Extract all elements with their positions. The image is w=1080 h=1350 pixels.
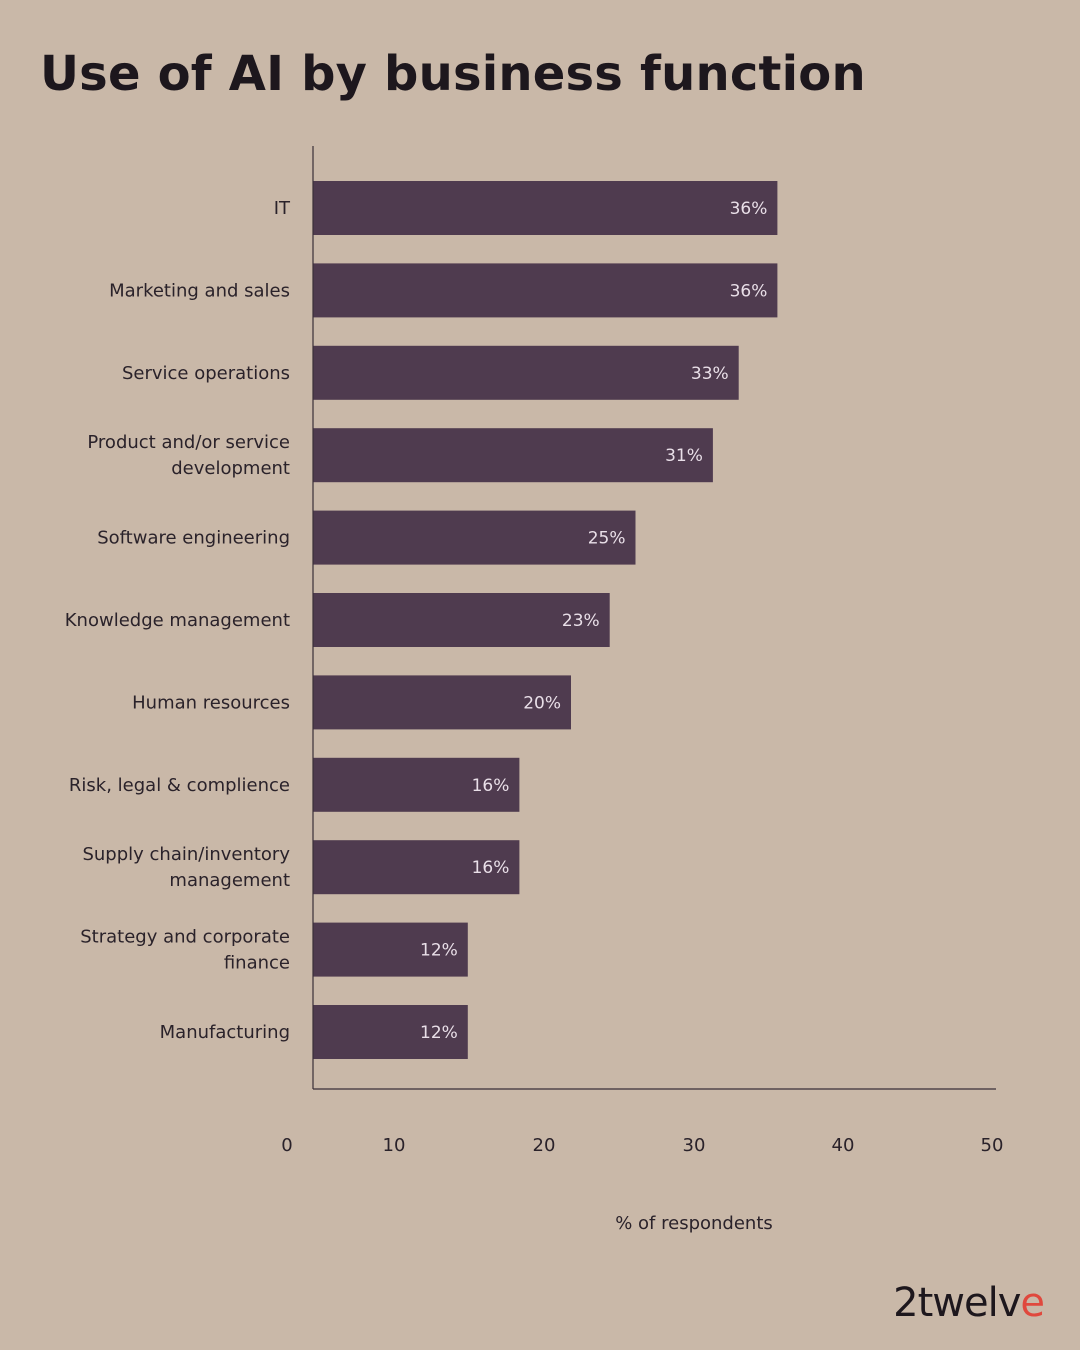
category-labels-group: IT Marketing and sales Service operations P… — [65, 198, 291, 1043]
x-tick-label-1: 10 — [383, 1135, 406, 1156]
category-label-7: Risk, legal & complience — [69, 775, 290, 796]
category-label-6: Human resources — [132, 692, 290, 713]
category-label-1: Marketing and sales — [109, 280, 290, 301]
bar-6 — [313, 675, 571, 730]
category-label-9: Strategy and corporate finance — [80, 927, 290, 974]
x-tick-label-0: 0 — [281, 1135, 292, 1156]
bar-0 — [313, 181, 778, 235]
bar-value-label-4: 25% — [588, 529, 626, 549]
bar-value-label-3: 31% — [665, 446, 703, 466]
x-ticks-group: 0 10 20 30 40 50 — [281, 1135, 1003, 1156]
bar-2 — [313, 345, 739, 400]
x-tick-label-4: 40 — [832, 1135, 855, 1156]
bar-5 — [313, 593, 610, 647]
bar-value-label-1: 36% — [730, 281, 768, 301]
category-label-8: Supply chain/inventory management — [82, 844, 290, 891]
bar-value-label-8: 16% — [472, 858, 510, 878]
bar-3 — [313, 428, 713, 483]
bar-value-label-10: 12% — [420, 1023, 458, 1043]
bar-value-label-7: 16% — [472, 776, 510, 796]
bar-10 — [313, 1005, 468, 1059]
bar-value-label-2: 33% — [691, 364, 729, 384]
bars-group: 36% 36% 33% 31% 25% 23% 20% 16% 16% 12% 12% — [313, 181, 778, 1059]
bar-9 — [313, 922, 468, 977]
brand-logo: 2twelve — [893, 1280, 1045, 1326]
bar-value-label-6: 20% — [523, 693, 561, 713]
category-label-3: Product and/or service development — [87, 432, 290, 479]
bar-8 — [313, 840, 520, 895]
category-label-10: Manufacturing — [160, 1022, 290, 1043]
brand-logo-main: 2twelv — [893, 1280, 1021, 1326]
category-label-4: Software engineering — [97, 528, 290, 549]
x-tick-label-5: 50 — [981, 1135, 1004, 1156]
bar-value-label-5: 23% — [562, 611, 600, 631]
chart-title: Use of AI by business function — [40, 46, 866, 102]
bar-7 — [313, 757, 520, 812]
category-label-0: IT — [274, 198, 291, 219]
category-label-5: Knowledge management — [65, 610, 290, 631]
bar-4 — [313, 510, 636, 565]
bar-value-label-9: 12% — [420, 941, 458, 961]
brand-logo-accent: e — [1020, 1280, 1045, 1326]
category-label-2: Service operations — [122, 363, 290, 384]
bar-value-label-0: 36% — [730, 199, 768, 219]
x-axis-title: % of respondents — [615, 1213, 773, 1234]
bar-1 — [313, 263, 778, 318]
x-tick-label-3: 30 — [683, 1135, 706, 1156]
x-tick-label-2: 20 — [533, 1135, 556, 1156]
